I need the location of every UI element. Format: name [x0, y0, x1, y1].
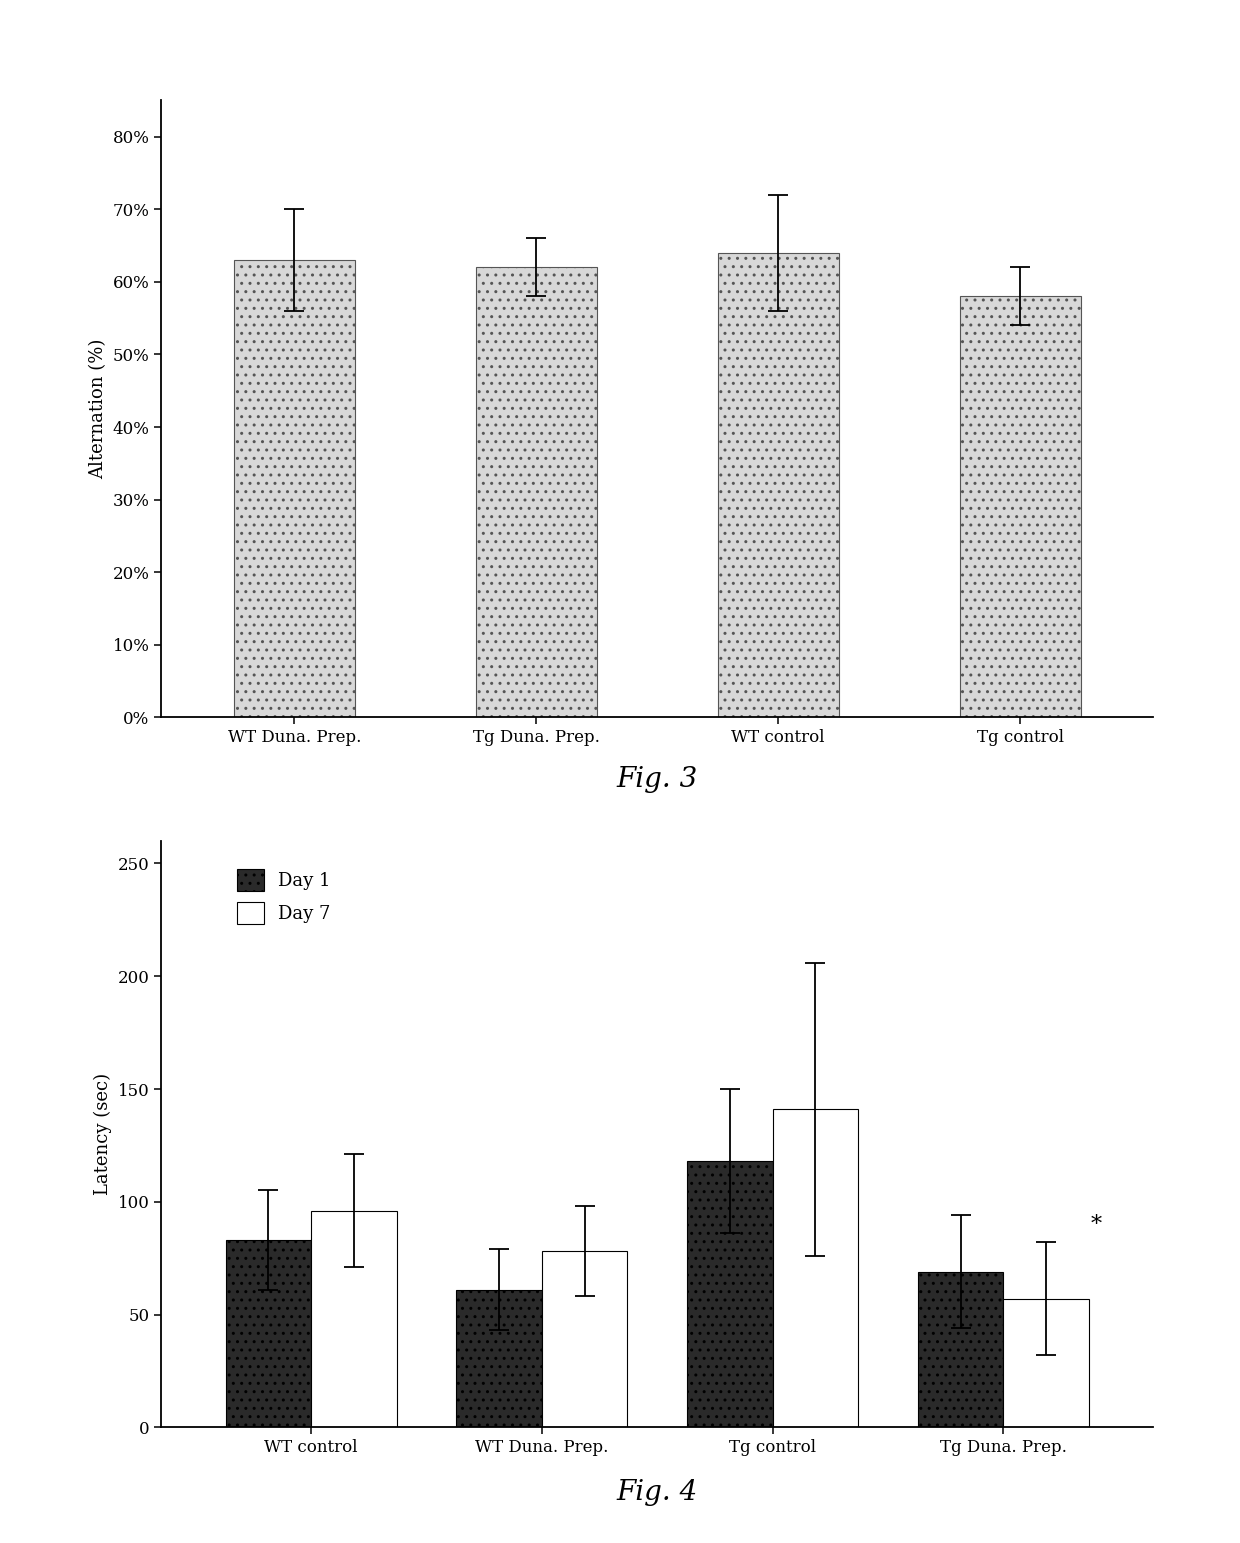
- Bar: [960, 296, 1080, 717]
- Bar: [456, 1290, 542, 1427]
- Text: Fig. 3: Fig. 3: [616, 765, 698, 793]
- Bar: [476, 267, 596, 717]
- Bar: [773, 1109, 858, 1427]
- Bar: [311, 1211, 397, 1427]
- Y-axis label: Latency (sec): Latency (sec): [94, 1072, 112, 1196]
- Bar: [234, 261, 355, 717]
- Text: Fig. 4: Fig. 4: [616, 1478, 698, 1506]
- Y-axis label: Alternation (%): Alternation (%): [89, 339, 107, 478]
- Bar: [687, 1162, 773, 1427]
- Bar: [718, 253, 838, 717]
- Bar: [918, 1271, 1003, 1427]
- Bar: [1003, 1299, 1089, 1427]
- Bar: [226, 1241, 311, 1427]
- Legend: Day 1, Day 7: Day 1, Day 7: [229, 861, 339, 930]
- Bar: [542, 1251, 627, 1427]
- Text: *: *: [1091, 1214, 1102, 1236]
